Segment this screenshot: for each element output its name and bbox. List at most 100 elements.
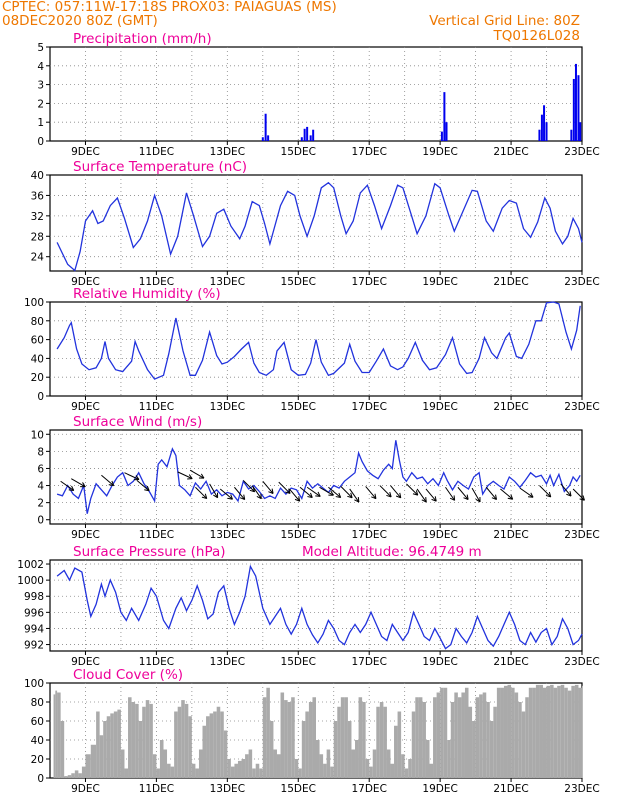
- cloud-bar: [330, 766, 334, 778]
- panel-3: 0 20 40 60 80 100 9DEC 11DEC 13DEC 15DEC 17DEC 19DE…: [24, 286, 600, 413]
- cloud-bar: [209, 713, 214, 778]
- precip-bar: [267, 135, 270, 141]
- cloud-bar: [287, 702, 292, 778]
- cloud-bar: [475, 697, 480, 778]
- x-tick-label-13dec: 13DEC: [210, 656, 245, 668]
- cloud-bar: [404, 768, 409, 778]
- y-tick-label: 4: [37, 481, 44, 493]
- cloud-bar: [181, 700, 185, 778]
- wind-arrow: [445, 486, 456, 501]
- cloud-bar: [355, 740, 359, 778]
- cloud-bar: [464, 687, 469, 778]
- cloud-bar: [273, 749, 277, 778]
- cloud-bar: [276, 754, 281, 778]
- series-line: [56, 440, 581, 514]
- cloud-bar: [298, 768, 302, 778]
- cloud-bar: [149, 703, 153, 778]
- wind-arrow: [328, 486, 342, 499]
- y-tick-label: 0: [37, 136, 44, 148]
- x-tick-label-13dec: 13DEC: [210, 529, 245, 541]
- wind-arrow: [251, 485, 262, 500]
- x-tick-label-15dec: 15DEC: [281, 146, 316, 158]
- cloud-bar: [493, 706, 497, 778]
- cloud-bar: [216, 706, 221, 778]
- cloud-bar: [191, 763, 196, 778]
- cloud-bar: [546, 685, 551, 778]
- cloud-bar: [280, 692, 285, 778]
- cloud-bar: [237, 760, 242, 778]
- cloud-bar: [376, 706, 380, 778]
- wind-arrow: [60, 480, 75, 491]
- precip-bar: [309, 135, 312, 141]
- cloud-bar: [326, 749, 331, 778]
- cloud-bar: [120, 749, 125, 778]
- wind-arrow: [560, 483, 572, 497]
- cloud-bar: [574, 684, 579, 778]
- precip-bar: [303, 128, 306, 141]
- x-tick-label-9dec: 9DEC: [71, 276, 100, 288]
- cloud-bar: [507, 684, 512, 778]
- cloud-bar: [74, 770, 79, 778]
- cloud-bar: [301, 721, 306, 778]
- precip-bar: [572, 78, 575, 141]
- wind-arrow: [539, 485, 552, 498]
- x-tick-label-21dec: 21DEC: [493, 146, 528, 158]
- x-tick-label-13dec: 13DEC: [210, 401, 245, 413]
- cloud-bar: [362, 702, 366, 778]
- wind-arrow: [572, 488, 585, 501]
- cloud-bar: [365, 759, 370, 778]
- cloud-bar: [411, 711, 416, 778]
- cloud-bar: [259, 768, 263, 778]
- x-tick-label-11dec: 11DEC: [139, 529, 174, 541]
- cloud-bar: [450, 702, 455, 778]
- cloud-bar: [525, 697, 529, 778]
- panel-5: 992 994 996 998 1000 1002 9DEC 11DEC 13DEC 15DEC 1…: [17, 544, 599, 668]
- x-tick-label-13dec: 13DEC: [210, 783, 245, 795]
- y-tick-label: 8: [37, 446, 44, 458]
- precip-bar: [445, 122, 448, 141]
- y-tick-label: 996: [24, 607, 44, 619]
- cloud-bar: [135, 703, 139, 778]
- precip-bar: [545, 122, 548, 141]
- cloud-bar: [241, 759, 246, 778]
- cloud-bar: [188, 716, 192, 778]
- cloud-bar: [312, 697, 316, 778]
- y-tick-label: 992: [24, 640, 44, 652]
- x-tick-label-11dec: 11DEC: [139, 783, 174, 795]
- wind-arrow: [457, 486, 469, 500]
- cloud-bar: [213, 711, 217, 778]
- wind-arrow: [124, 472, 140, 481]
- cloud-bar: [372, 749, 377, 778]
- precip-bar: [543, 105, 546, 141]
- x-tick-label-13dec: 13DEC: [210, 146, 245, 158]
- precip-bar: [443, 92, 446, 141]
- panel-frame: [49, 301, 583, 397]
- x-tick-label-19dec: 19DEC: [422, 529, 457, 541]
- wind-arrow: [390, 485, 402, 499]
- cloud-bar: [564, 687, 568, 778]
- y-tick-label: 2: [37, 498, 44, 510]
- cloud-bar: [128, 697, 132, 778]
- panel-frame: [49, 559, 583, 652]
- wind-arrow: [71, 478, 86, 488]
- panel-title: Surface Temperature (nC): [73, 159, 247, 175]
- cloud-bar: [479, 694, 483, 778]
- x-tick-label-15dec: 15DEC: [281, 783, 316, 795]
- precip-bar: [264, 113, 267, 141]
- header-model-code: TQ0126L028: [492, 28, 580, 44]
- precip-bar: [306, 126, 309, 141]
- cloud-bar: [383, 706, 387, 778]
- cloud-bar: [294, 759, 299, 778]
- cloud-bar: [440, 687, 444, 778]
- cloud-bar: [131, 702, 136, 778]
- cloud-bar: [560, 684, 565, 778]
- y-tick-label: 20: [31, 372, 44, 384]
- wind-arrow: [485, 486, 498, 500]
- precip-bar: [300, 137, 303, 141]
- x-tick-label-11dec: 11DEC: [139, 276, 174, 288]
- cloud-bar: [90, 744, 97, 778]
- x-tick-label-19dec: 19DEC: [422, 276, 457, 288]
- cloud-bar: [316, 740, 320, 778]
- cloud-bar: [106, 716, 111, 778]
- x-tick-label-17dec: 17DEC: [351, 146, 386, 158]
